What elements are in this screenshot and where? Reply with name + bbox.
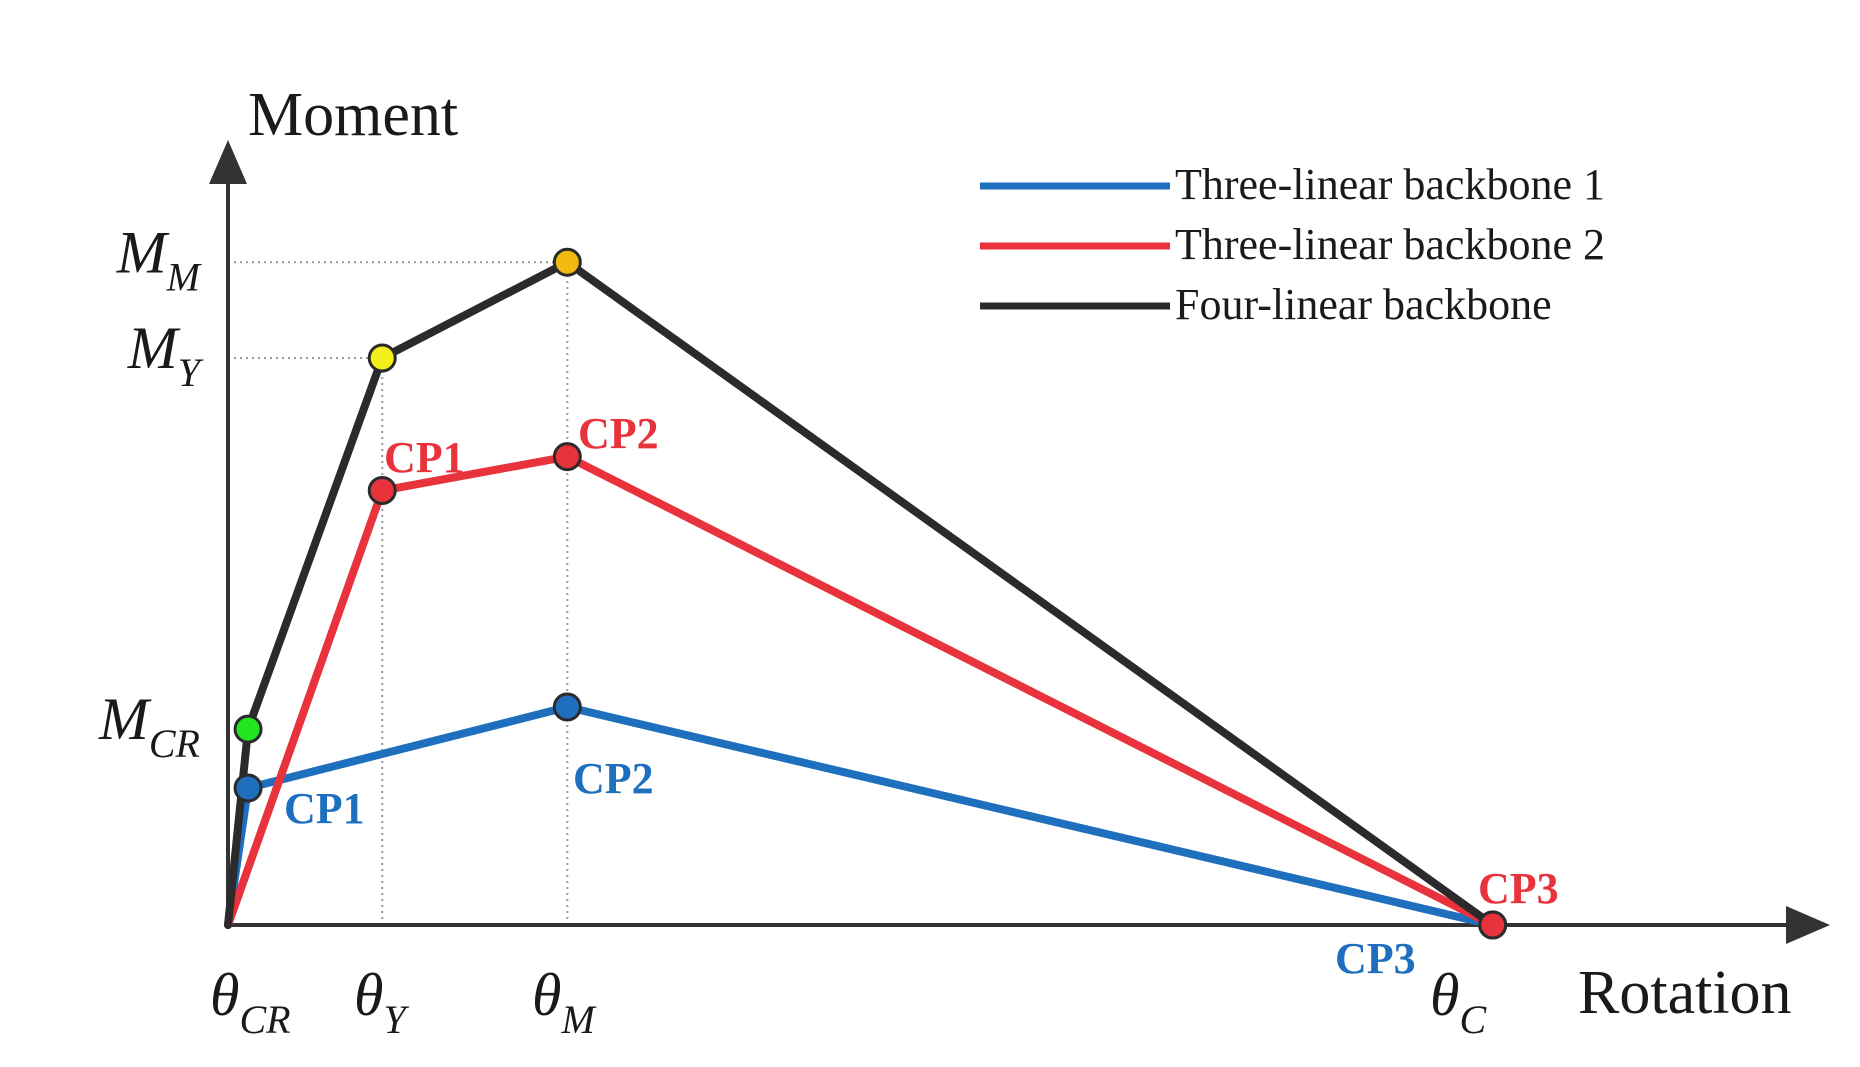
legend-label-four-linear: Four-linear backbone xyxy=(1175,280,1552,329)
cp-annotations: CP1 CP2 CP3 CP1 CP2 CP3 xyxy=(284,409,1559,983)
series-line-2 xyxy=(224,452,1497,929)
x-tick-label: θY xyxy=(354,962,409,1042)
series-1-marker xyxy=(552,692,582,722)
axes xyxy=(209,140,1830,944)
y-axis-title: Moment xyxy=(248,81,458,149)
y-tick-label: MY xyxy=(127,315,204,395)
x-tick-label: θCR xyxy=(210,962,291,1042)
y-axis-arrow xyxy=(209,140,247,184)
x-tick-labels: θCR θY θM θC xyxy=(210,962,1487,1042)
series-line-1 xyxy=(224,703,1497,929)
series-lines xyxy=(224,258,1497,929)
series-3-marker xyxy=(367,343,397,373)
x-tick-label: θC xyxy=(1430,962,1487,1042)
cp1-blue-label: CP1 xyxy=(284,784,365,833)
series-2-marker xyxy=(367,476,397,506)
cp3-red-label: CP3 xyxy=(1478,864,1559,913)
series-1-marker xyxy=(233,773,263,803)
cp2-red-label: CP2 xyxy=(578,409,659,458)
cp2-blue-label: CP2 xyxy=(573,754,654,803)
legend-label-backbone-1: Three-linear backbone 1 xyxy=(1175,160,1605,209)
legend: Three-linear backbone 1 Three-linear bac… xyxy=(980,160,1605,329)
x-axis-arrow xyxy=(1786,906,1830,944)
cp3-blue-label: CP3 xyxy=(1335,934,1416,983)
x-axis-title: Rotation xyxy=(1578,959,1792,1027)
y-tick-label: MM xyxy=(116,219,203,299)
series-markers xyxy=(233,247,1508,940)
series-2-marker xyxy=(552,442,582,472)
series-3-marker xyxy=(552,247,582,277)
x-tick-label: θM xyxy=(532,962,597,1042)
cp1-red-label: CP1 xyxy=(384,433,465,482)
legend-label-backbone-2: Three-linear backbone 2 xyxy=(1175,220,1605,269)
series-3-marker xyxy=(233,714,263,744)
y-tick-labels: MM MY MCR xyxy=(98,219,204,766)
y-tick-label: MCR xyxy=(98,686,200,766)
guide-lines xyxy=(228,261,569,925)
series-2-marker xyxy=(1478,910,1508,940)
